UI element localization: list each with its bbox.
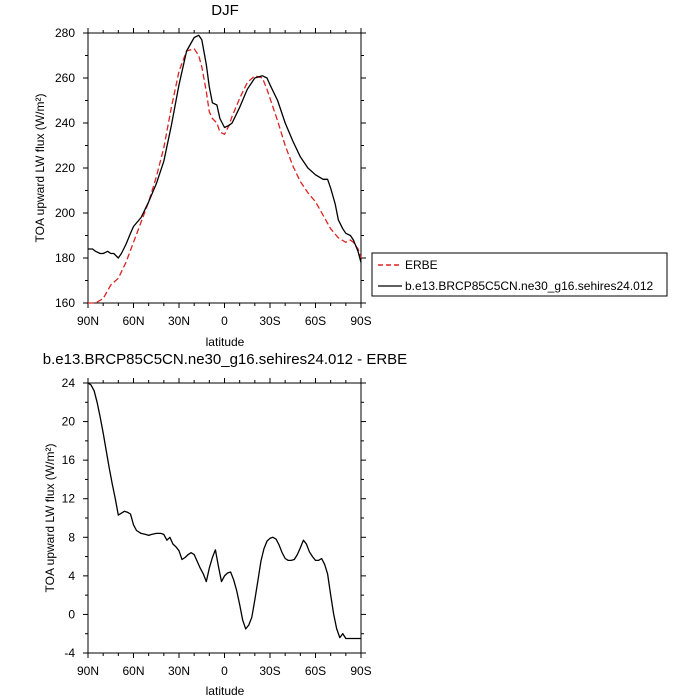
- panel-top: DJF latitude TOA upward LW flux (W/m²) 9…: [33, 2, 372, 349]
- y-tick-label: 260: [55, 71, 75, 85]
- y-axis-label-bottom: TOA upward LW flux (W/m²): [43, 444, 57, 593]
- panel-bottom: b.e13.BRCP85C5CN.ne30_g16.sehires24.012 …: [43, 351, 407, 698]
- series-line-erbe: [88, 48, 362, 304]
- series-line-diff-0: [87, 382, 361, 640]
- y-tick-label: 8: [68, 530, 75, 544]
- legend-label-erbe: ERBE: [405, 258, 438, 272]
- x-tick-label: 30S: [259, 664, 280, 678]
- series-line-b-e13-brcp85c5cn-ne30-g16-sehires24-012: [88, 34, 362, 263]
- y-tick-label: 0: [68, 607, 75, 621]
- y-tick-label: 20: [62, 415, 76, 429]
- y-tick-label: 160: [55, 296, 75, 310]
- x-tick-label: 0: [221, 664, 228, 678]
- y-tick-label: -4: [64, 646, 75, 660]
- x-tick-label: 0: [221, 314, 228, 328]
- plot-frame: [87, 32, 362, 304]
- x-tick-label: 60N: [122, 664, 144, 678]
- x-tick-label: 90N: [77, 664, 99, 678]
- x-axis-label-top: latitude: [206, 335, 245, 349]
- chart-title-top: DJF: [211, 2, 239, 19]
- x-tick-label: 90S: [350, 664, 371, 678]
- y-tick-label: 240: [55, 116, 75, 130]
- y-tick-label: 12: [62, 492, 76, 506]
- legend-label-model: b.e13.BRCP85C5CN.ne30_g16.sehires24.012: [405, 279, 653, 293]
- x-tick-label: 90N: [77, 314, 99, 328]
- y-tick-label: 16: [62, 453, 76, 467]
- x-tick-label: 60S: [305, 664, 326, 678]
- x-tick-label: 90S: [350, 314, 371, 328]
- x-tick-label: 30N: [168, 664, 190, 678]
- y-tick-label: 220: [55, 161, 75, 175]
- y-axis-label-top: TOA upward LW flux (W/m²): [33, 94, 47, 243]
- y-tick-label: 24: [62, 376, 76, 390]
- x-tick-label: 30N: [168, 314, 190, 328]
- plot-frame: [87, 382, 362, 654]
- legend: ERBE b.e13.BRCP85C5CN.ne30_g16.sehires24…: [371, 252, 668, 297]
- y-tick-label: 280: [55, 26, 75, 40]
- x-tick-label: 60N: [122, 314, 144, 328]
- y-tick-label: 180: [55, 251, 75, 265]
- x-axis-label-bottom: latitude: [206, 684, 245, 698]
- x-tick-label: 30S: [259, 314, 280, 328]
- y-tick-label: 4: [68, 569, 75, 583]
- chart-title-bottom: b.e13.BRCP85C5CN.ne30_g16.sehires24.012 …: [43, 351, 407, 368]
- legend-box: [371, 252, 668, 297]
- y-tick-label: 200: [55, 206, 75, 220]
- x-tick-label: 60S: [305, 314, 326, 328]
